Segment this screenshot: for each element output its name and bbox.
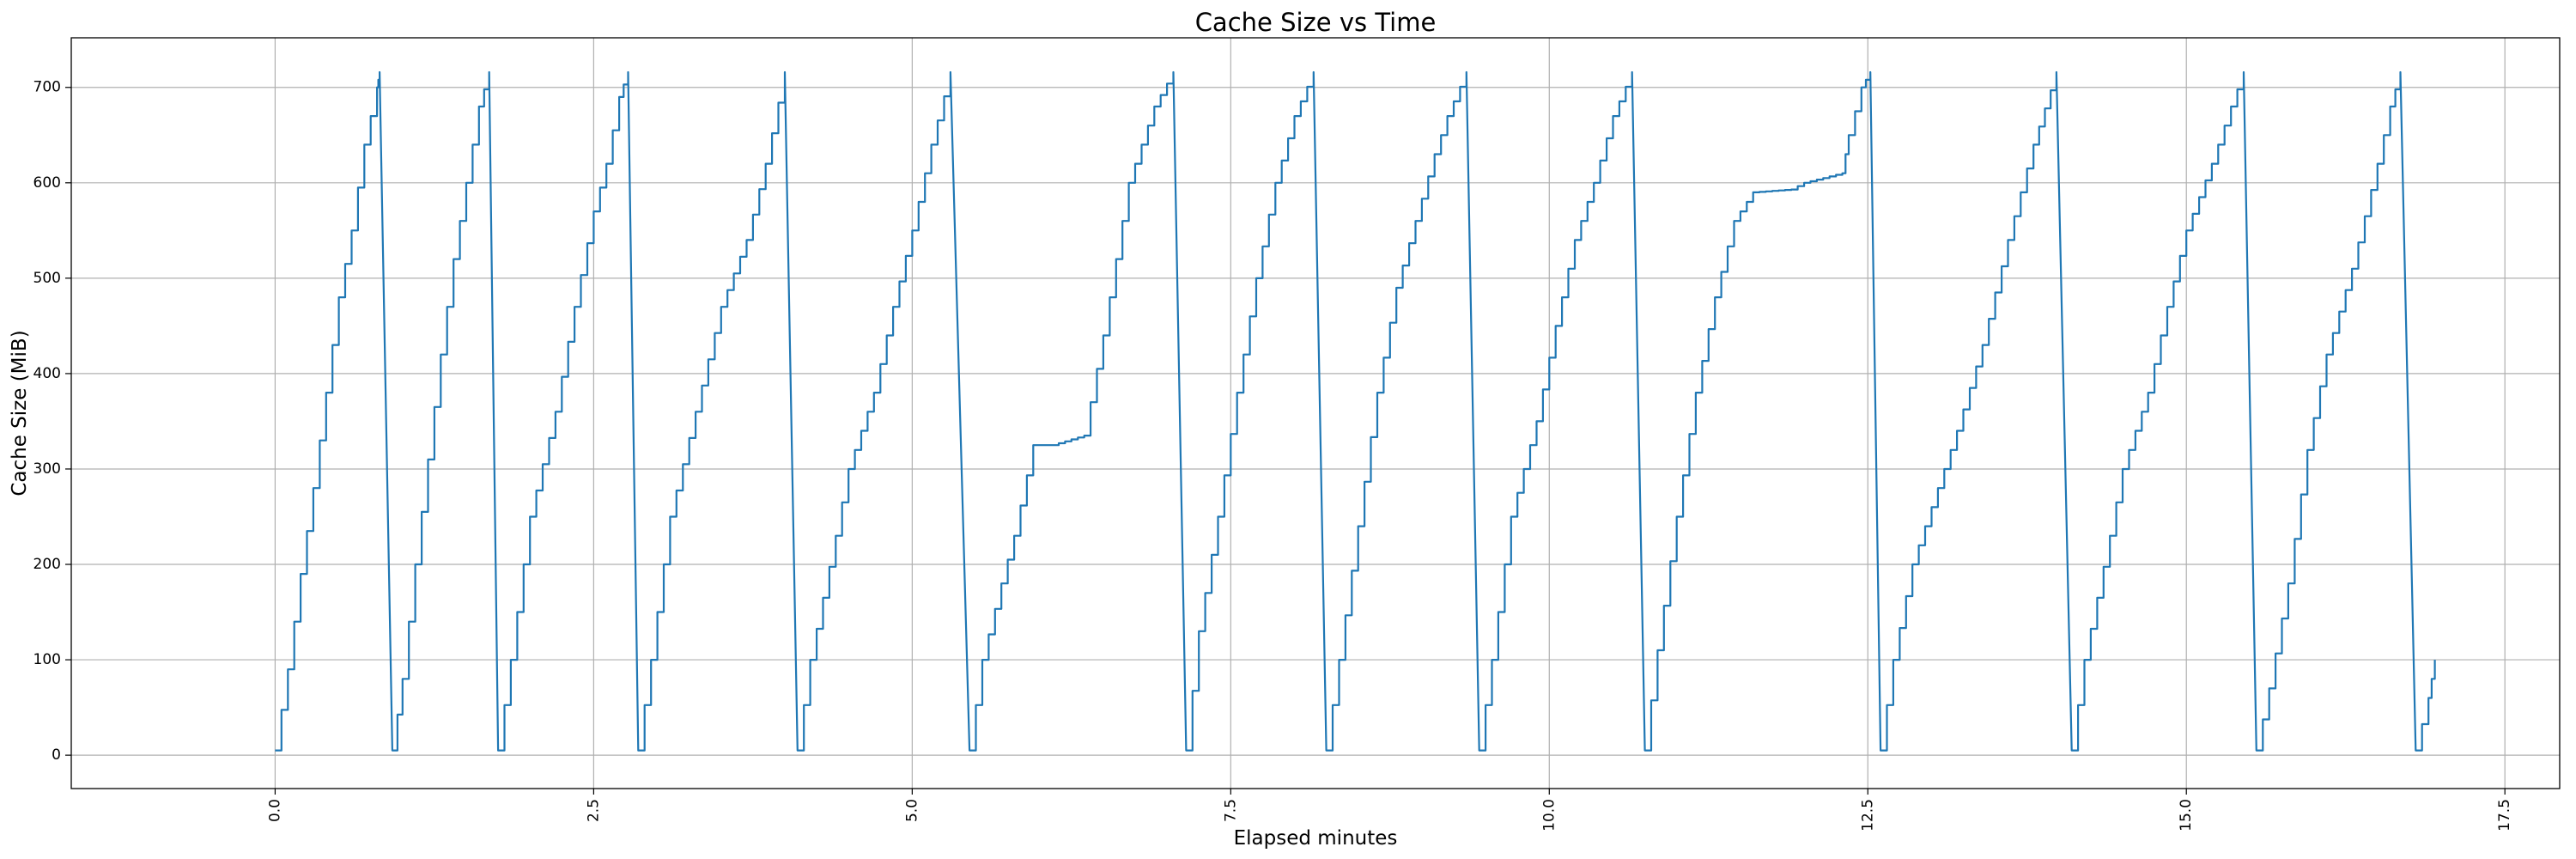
axis-ticks: 0.0 2.5 5.0 7.5 10.0 12.5 15.0 17.5 0 100 200 300 40… [33,79,2514,832]
y-tick-label: 300 [33,460,61,478]
x-tick-label: 2.5 [585,799,602,822]
y-tick-label: 400 [33,365,61,382]
y-tick-label: 600 [33,174,61,192]
series-line [275,70,2436,752]
y-tick-label: 0 [52,746,61,764]
grid [71,38,2560,789]
plot-area [275,70,2436,752]
y-tick-label: 200 [33,556,61,573]
y-tick-label: 100 [33,651,61,668]
plot-frame [70,37,2561,789]
y-tick-label: 500 [33,270,61,287]
y-axis-title: Cache Size (MiB) [9,330,31,496]
x-tick-label: 12.5 [1859,799,1876,832]
x-tick-label: 10.0 [1540,799,1558,832]
x-tick-label: 15.0 [2178,799,2195,832]
x-axis-title: Elapsed minutes [1234,827,1398,850]
x-tick-label: 5.0 [903,799,920,822]
chart-title: Cache Size vs Time [1195,8,1437,37]
y-tick-label: 700 [33,79,61,96]
x-tick-label: 7.5 [1222,799,1239,822]
x-tick-label: 0.0 [266,799,283,822]
x-tick-label: 17.5 [2496,799,2513,832]
